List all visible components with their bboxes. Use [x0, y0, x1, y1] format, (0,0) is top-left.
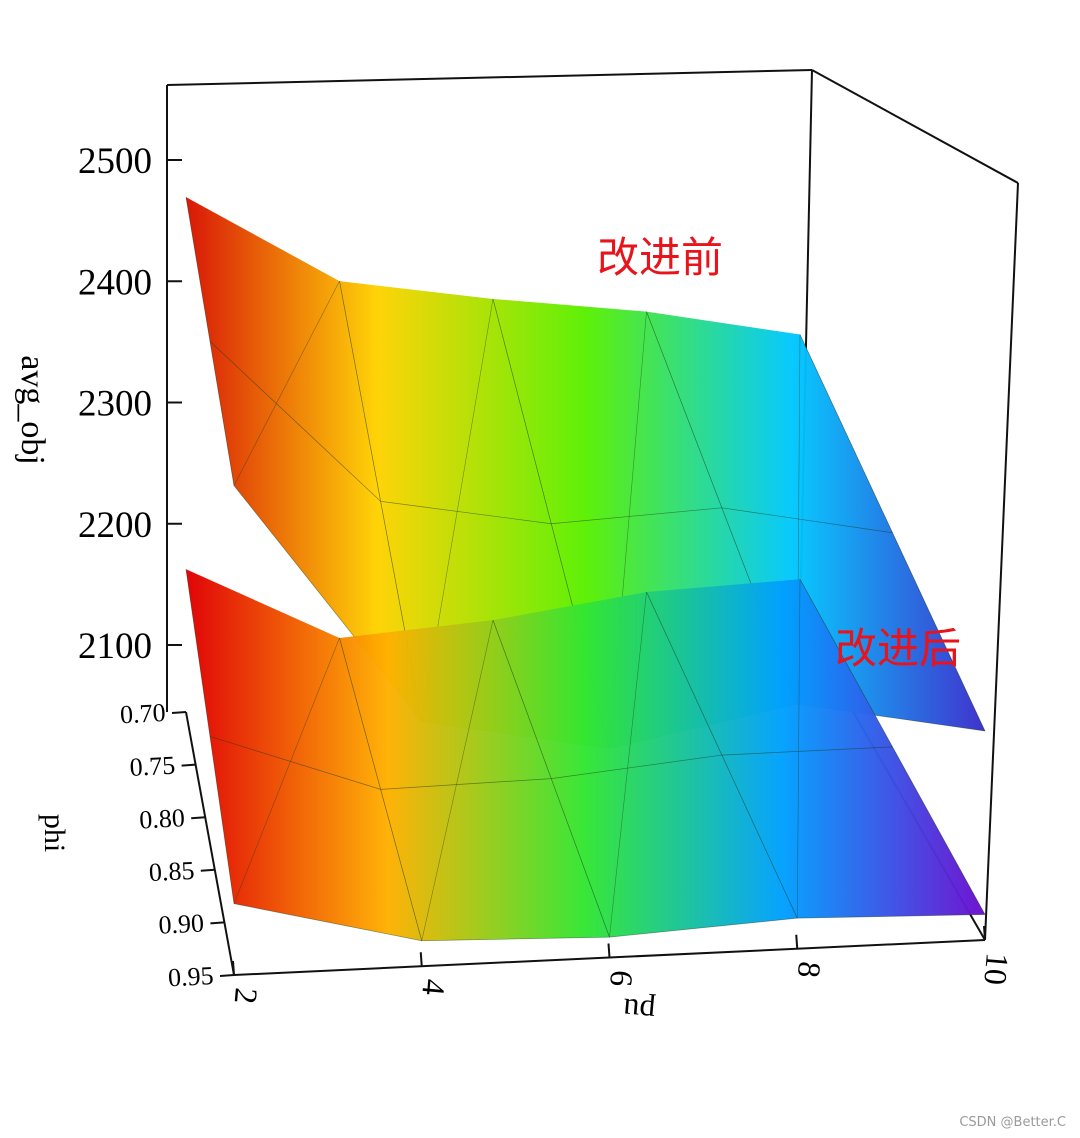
y-axis-label: phi: [38, 814, 71, 852]
mesh-line: [233, 637, 340, 904]
z-tick-label: 2100: [78, 626, 152, 667]
surfaces: [185, 197, 986, 942]
x-tick-label: 6: [603, 969, 640, 988]
x-tick-mark: [795, 934, 799, 949]
x-tick-label: 4: [415, 978, 452, 997]
x-tick-label: 10: [977, 951, 1016, 986]
mesh-line: [233, 281, 340, 486]
y-tick-mark: [200, 868, 215, 872]
watermark: CSDN @Better.C: [959, 1115, 1066, 1130]
mesh-line: [421, 620, 494, 941]
y-tick-label: 0.95: [167, 961, 214, 992]
annotation-before: 改进前: [597, 233, 723, 282]
mesh-line: [233, 903, 986, 942]
y-tick-label: 0.80: [139, 803, 186, 834]
surface-after: [186, 569, 985, 941]
mesh-line: [609, 591, 647, 938]
z-axis-ticks: 2100 2200 2300 2400 2500: [78, 141, 182, 667]
x-tick-mark: [983, 925, 986, 941]
x-axis-ticks: 2 4 6 8 10: [228, 925, 1016, 1005]
y-tick-label: 0.90: [158, 908, 205, 939]
z-tick-label: 2400: [78, 262, 152, 303]
frame-edge: [166, 69, 813, 86]
x-tick-mark: [419, 952, 423, 967]
z-axis-label: avg_obj: [14, 355, 51, 465]
mesh-line: [209, 341, 893, 534]
x-axis-label: pu: [622, 992, 657, 1031]
y-tick-label: 0.70: [119, 698, 166, 729]
y-tick-mark: [171, 711, 187, 714]
mesh-line: [796, 579, 801, 919]
y-axis-ticks: 0.70 0.75 0.80 0.85 0.90 0.95: [119, 698, 235, 992]
mesh-line: [209, 736, 893, 790]
y-tick-mark: [210, 921, 225, 925]
frame-edge: [811, 69, 1019, 184]
x-tick-mark: [232, 960, 235, 976]
y-tick-mark: [219, 974, 235, 977]
frame-edge: [984, 182, 1019, 941]
y-tick-mark: [181, 763, 196, 767]
x-tick-mark: [607, 943, 611, 958]
x-tick-label: 2: [228, 986, 265, 1005]
y-tick-label: 0.75: [129, 751, 176, 782]
z-tick-label: 2500: [78, 141, 152, 182]
x-tick-label: 8: [791, 960, 828, 979]
z-tick-label: 2200: [78, 505, 152, 546]
frame-edge: [185, 711, 235, 976]
y-tick-mark: [191, 816, 206, 820]
y-tick-label: 0.85: [148, 856, 195, 887]
annotation-after: 改进后: [835, 624, 961, 673]
z-tick-label: 2300: [78, 384, 152, 425]
